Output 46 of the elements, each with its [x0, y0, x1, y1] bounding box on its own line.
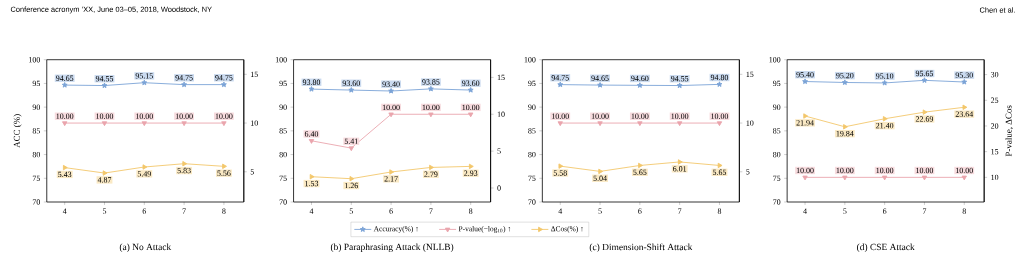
point: [102, 170, 108, 176]
point: [141, 121, 147, 127]
point: [922, 109, 928, 115]
y2-axis-title: P-value, ΔCos: [1005, 105, 1013, 157]
text: (b) Paraphrasing Attack (NLLB): [330, 243, 454, 253]
point: [429, 164, 434, 171]
point: [961, 175, 967, 181]
point: [428, 112, 434, 118]
point: [182, 161, 188, 167]
point: [468, 112, 474, 118]
text: (d) CSE Attack: [857, 243, 915, 253]
point: [677, 159, 683, 165]
point: [221, 121, 227, 127]
point: [921, 175, 928, 181]
point: [638, 162, 643, 169]
point: [62, 121, 68, 127]
point: [309, 174, 315, 180]
text: (c) Dimension-Shift Attack: [589, 243, 693, 253]
text: (a) No Attack: [119, 243, 172, 253]
point: [181, 121, 187, 127]
point: [842, 175, 848, 181]
point: [557, 121, 563, 127]
point: [558, 163, 564, 169]
point: [717, 162, 723, 169]
point: [142, 164, 148, 170]
point: [468, 163, 474, 170]
point: [881, 175, 888, 181]
point: [803, 113, 809, 119]
point: [843, 124, 848, 130]
point: [348, 146, 354, 152]
point: [308, 139, 315, 144]
point: [222, 163, 227, 170]
point: [637, 121, 643, 127]
point: [62, 165, 68, 171]
point: [101, 121, 108, 127]
point: [349, 176, 355, 182]
point: [598, 168, 604, 175]
y-axis-title: ACC (%): [13, 114, 22, 148]
point: [962, 104, 968, 111]
point: [802, 175, 808, 181]
point: [882, 116, 888, 122]
point: [597, 121, 603, 127]
point: [676, 121, 683, 127]
point: [389, 169, 395, 175]
point: [716, 121, 723, 127]
point: [388, 112, 394, 118]
